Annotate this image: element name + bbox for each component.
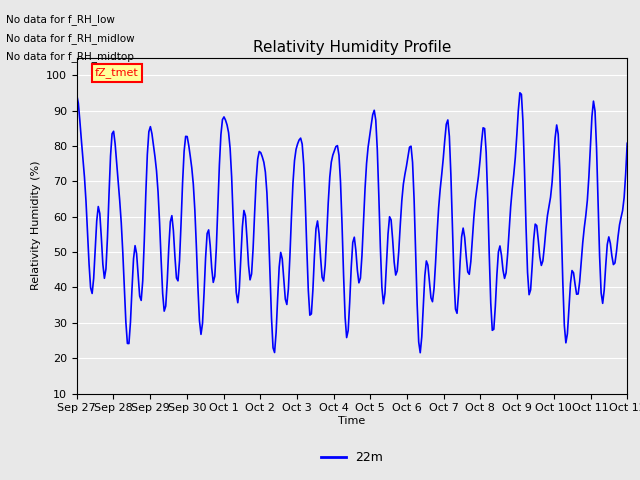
Legend: 22m: 22m xyxy=(316,446,388,469)
X-axis label: Time: Time xyxy=(339,416,365,426)
Text: No data for f_RH_midtop: No data for f_RH_midtop xyxy=(6,51,134,62)
Text: No data for f_RH_low: No data for f_RH_low xyxy=(6,14,115,25)
Title: Relativity Humidity Profile: Relativity Humidity Profile xyxy=(253,40,451,55)
Text: No data for f_RH_midlow: No data for f_RH_midlow xyxy=(6,33,135,44)
Y-axis label: Relativity Humidity (%): Relativity Humidity (%) xyxy=(31,161,40,290)
Text: fZ_tmet: fZ_tmet xyxy=(95,67,139,78)
